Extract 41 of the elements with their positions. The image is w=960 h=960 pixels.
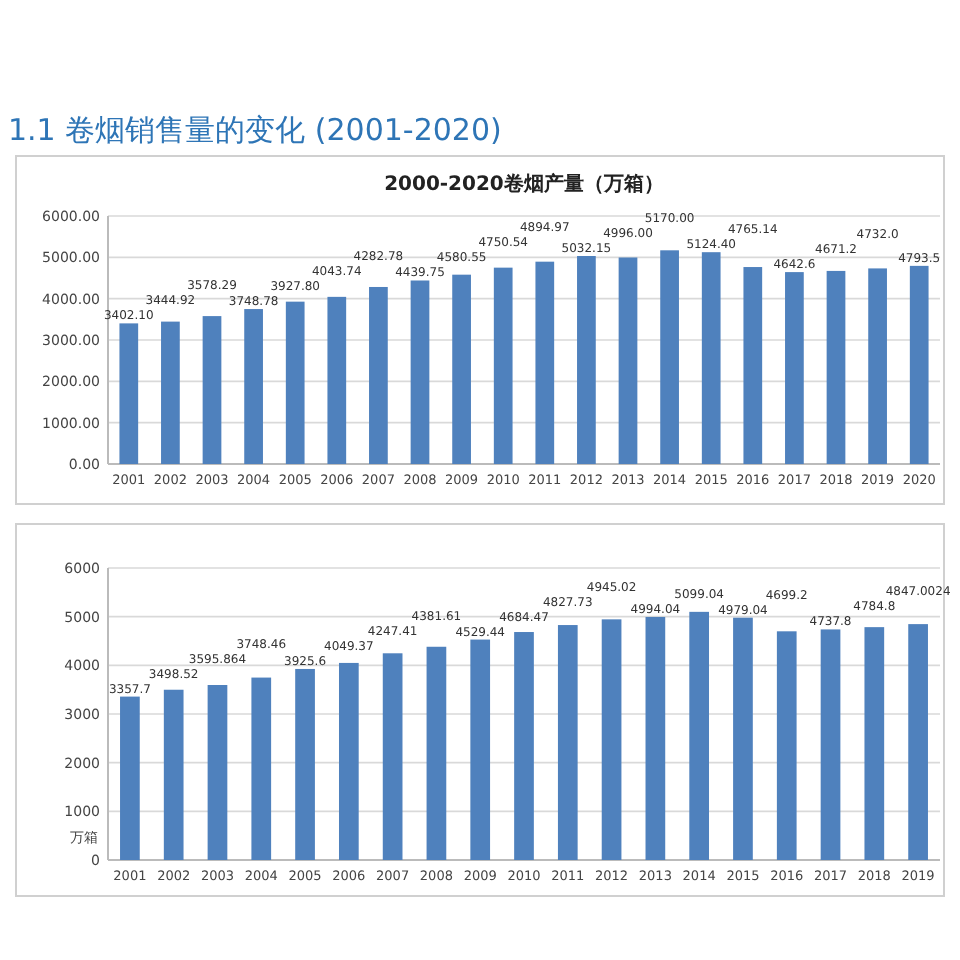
bar: [251, 677, 272, 860]
bar: [470, 639, 491, 860]
bar: [514, 632, 534, 860]
bar: [785, 272, 804, 464]
bar: [202, 316, 222, 464]
bar: [120, 696, 140, 860]
bar: [743, 267, 763, 464]
bar: [701, 252, 721, 464]
bar: [493, 267, 513, 464]
bar: [660, 250, 679, 464]
bar: [452, 274, 471, 464]
bar: [618, 257, 638, 464]
chart-title: 1.1 卷烟销售量的变化 (2001-2020): [8, 112, 502, 148]
bar: [426, 646, 447, 860]
bar: [382, 653, 403, 860]
bar: [909, 265, 929, 464]
bar: [826, 270, 846, 464]
bar: [327, 296, 347, 464]
bar: [535, 261, 555, 464]
bar: [285, 301, 305, 464]
bar: [119, 323, 139, 464]
bar: [244, 309, 263, 464]
bar: [295, 668, 315, 860]
bar: [645, 616, 666, 860]
bar: [864, 627, 885, 860]
bar: [820, 629, 841, 860]
bar: [908, 624, 928, 860]
bar: [601, 619, 622, 860]
bar: [163, 689, 184, 860]
bar: [410, 280, 430, 464]
bar: [776, 631, 797, 860]
bar: [557, 625, 578, 860]
bar: [161, 321, 180, 464]
bar: [577, 256, 596, 464]
bar: [733, 617, 753, 860]
bar: [868, 268, 887, 464]
bar: [369, 286, 388, 464]
bar: [338, 662, 359, 860]
chart-subtitle: 2000-2020卷烟产量（万箱）: [384, 172, 664, 196]
bar: [207, 685, 228, 860]
bar: [689, 611, 710, 860]
